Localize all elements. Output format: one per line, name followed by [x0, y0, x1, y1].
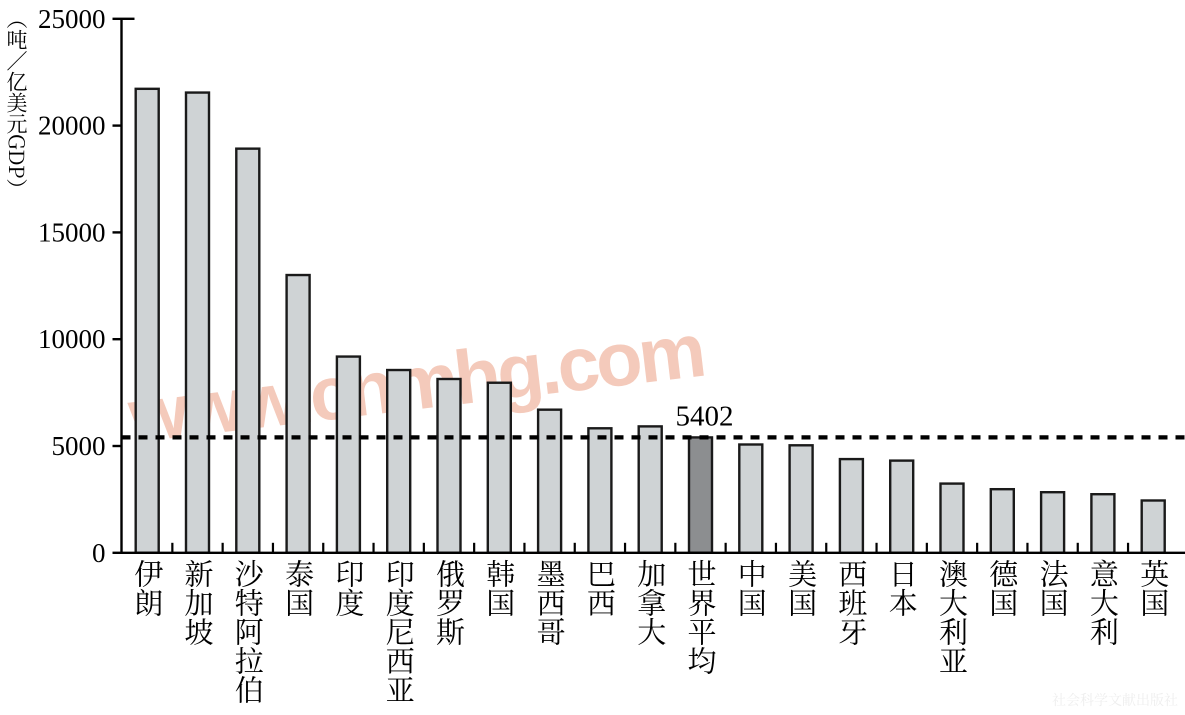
svg-text:15000: 15000 [38, 217, 106, 247]
svg-text:10000: 10000 [38, 324, 106, 354]
svg-text:25000: 25000 [38, 4, 106, 34]
svg-text:0: 0 [92, 538, 106, 568]
svg-text:20000: 20000 [38, 111, 106, 141]
svg-text:5000: 5000 [52, 431, 106, 461]
svg-text:5402: 5402 [676, 400, 734, 432]
